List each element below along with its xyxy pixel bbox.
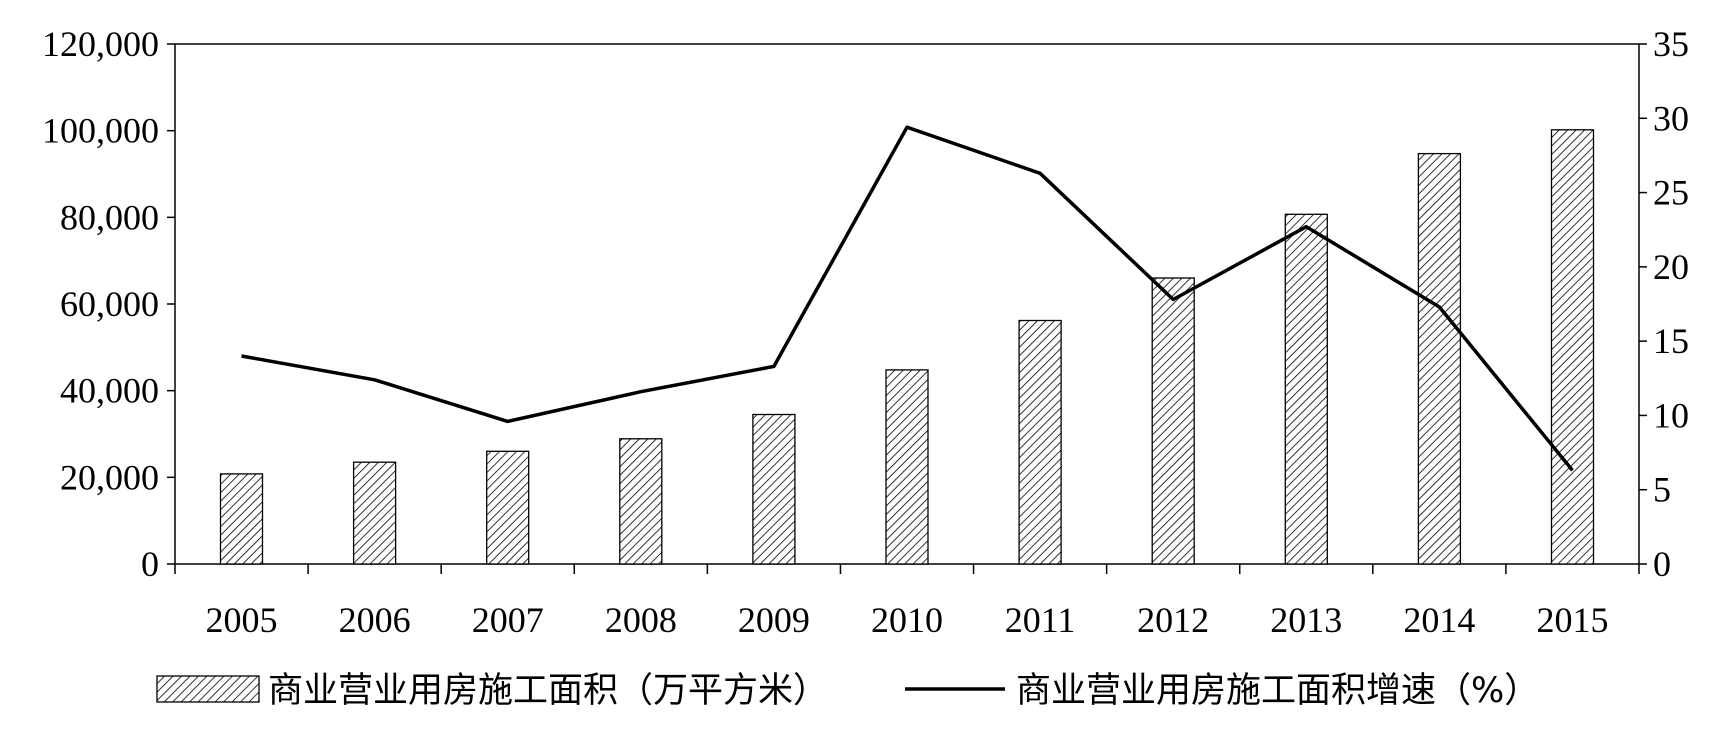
legend-bar-label: 商业营业用房施工面积（万平方米）: [268, 671, 828, 711]
x-tick-label: 2006: [339, 600, 411, 640]
x-tick-label: 2008: [605, 600, 677, 640]
x-tick-label: 2011: [1005, 600, 1076, 640]
right-tick-label: 35: [1653, 24, 1689, 64]
x-tick-label: 2007: [472, 600, 544, 640]
growth-line: [241, 125, 1574, 472]
axes: 0 20,000 40,000 60,000 80,000 100,000 120,000 0…: [42, 24, 1689, 640]
legend: 商业营业用房施工面积（万平方米） 商业营业用房施工面积增速（%）: [156, 671, 1539, 711]
bar-2006: [352, 461, 397, 565]
legend-line-label: 商业营业用房施工面积增速（%）: [1016, 671, 1539, 711]
x-tick-label: 2015: [1536, 600, 1608, 640]
legend-bar-swatch: [156, 675, 260, 703]
bar-2005: [219, 473, 264, 565]
bar-2007: [486, 450, 530, 565]
bar-2015: [1550, 129, 1595, 565]
bar-2011: [1018, 319, 1062, 565]
right-tick-label: 25: [1653, 173, 1689, 213]
right-tick-label: 10: [1653, 395, 1689, 435]
left-tick-label: 40,000: [60, 371, 159, 411]
x-tick-label: 2013: [1270, 600, 1342, 640]
bar-series: [219, 129, 1595, 565]
bar-2009: [752, 413, 796, 565]
x-tick-label: 2014: [1403, 600, 1475, 640]
left-tick-label: 120,000: [42, 24, 159, 64]
x-tick-label: 2009: [738, 600, 810, 640]
left-tick-label: 20,000: [60, 457, 159, 497]
bar-2014: [1417, 152, 1462, 565]
bar-2012: [1151, 277, 1195, 565]
bar-2010: [885, 369, 929, 565]
line-series: [241, 125, 1574, 472]
x-tick-label: 2012: [1137, 600, 1209, 640]
right-tick-label: 5: [1653, 470, 1671, 510]
left-tick-label: 60,000: [60, 284, 159, 324]
bar-2008: [619, 438, 663, 565]
right-tick-label: 20: [1653, 247, 1689, 287]
right-tick-label: 15: [1653, 321, 1689, 361]
left-tick-label: 100,000: [42, 111, 159, 151]
right-tick-label: 0: [1653, 544, 1671, 584]
left-tick-label: 80,000: [60, 197, 159, 237]
bar-2013: [1284, 213, 1328, 565]
right-tick-label: 30: [1653, 98, 1689, 138]
left-tick-label: 0: [141, 544, 159, 584]
x-tick-label: 2005: [206, 600, 278, 640]
x-tick-label: 2010: [871, 600, 943, 640]
